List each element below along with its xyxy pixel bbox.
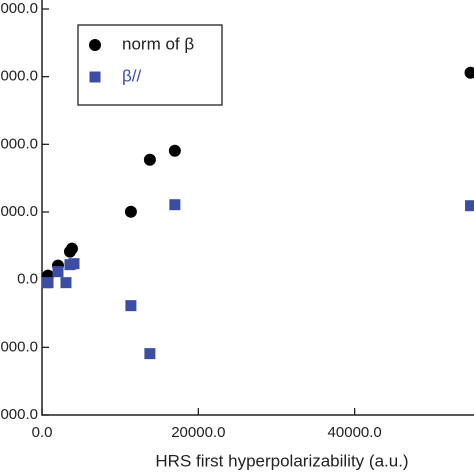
point <box>65 242 78 255</box>
point <box>143 153 156 166</box>
legend-box <box>77 24 223 106</box>
x-tick-label: 20000.0 <box>171 424 225 441</box>
y-tick-label: 10000.0 <box>0 203 38 220</box>
x-axis-title: HRS first hyperpolarizability (a.u.) <box>155 451 408 470</box>
y-tick-label: 30000.0 <box>0 68 38 85</box>
point <box>60 277 72 289</box>
x-tick-label: 40000.0 <box>328 424 382 441</box>
point <box>168 144 181 157</box>
point <box>464 66 474 79</box>
point <box>42 277 54 289</box>
point <box>124 205 137 218</box>
point <box>68 258 80 270</box>
legend-marker <box>89 71 101 83</box>
y-tick-label: -10000.0 <box>0 338 38 355</box>
point <box>465 200 474 212</box>
point <box>144 348 156 360</box>
x-tick-label: 0.0 <box>32 424 53 441</box>
legend-marker <box>89 39 101 51</box>
y-tick-label: 20000.0 <box>0 135 38 152</box>
point <box>125 300 137 312</box>
y-tick-label: -20000.0 <box>0 406 38 423</box>
point <box>52 266 64 278</box>
y-tick-label: 40000.0 <box>0 0 38 17</box>
point <box>169 199 181 211</box>
legend-label: β// <box>122 66 142 85</box>
y-tick-label: 0.0 <box>17 271 38 288</box>
legend-label: norm of β <box>122 34 194 53</box>
